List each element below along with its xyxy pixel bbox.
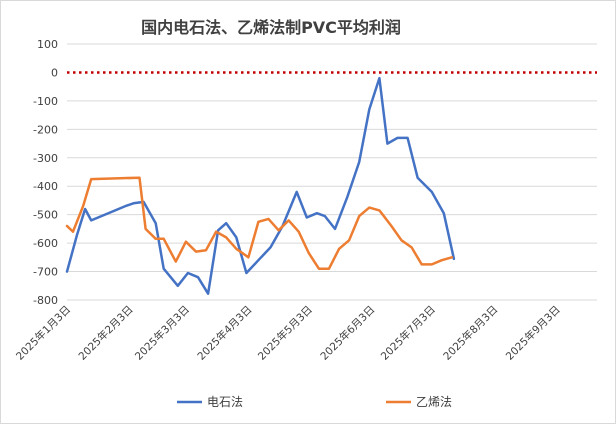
x-tick-label: 2025年3月3日	[132, 303, 192, 363]
series-lines	[65, 76, 456, 295]
series-line-2	[65, 176, 454, 270]
gridlines	[67, 43, 597, 301]
legend-label: 乙烯法	[416, 395, 452, 409]
x-tick-label: 2025年1月3日	[13, 303, 73, 363]
y-tick-label: -400	[33, 180, 58, 193]
y-tick-label: -200	[33, 123, 58, 136]
y-tick-label: -700	[33, 266, 58, 279]
y-tick-label: -300	[33, 152, 58, 165]
chart-title: 国内电石法、乙烯法制PVC平均利润	[141, 18, 401, 37]
y-axis-ticks: 100 0 -100 -200 -300 -400 -500 -600 -700 -800	[33, 38, 58, 307]
x-tick-label: 2025年2月3日	[76, 303, 136, 363]
y-tick-label: -600	[33, 237, 58, 250]
legend-label: 电石法	[207, 395, 243, 409]
y-tick-label: 0	[51, 66, 58, 79]
y-tick-label: -500	[33, 209, 58, 222]
legend: 电石法 乙烯法	[177, 395, 452, 409]
y-tick-label: 100	[37, 38, 58, 51]
y-tick-label: -100	[33, 95, 58, 108]
x-tick-label: 2025年8月3日	[441, 303, 501, 363]
x-tick-label: 2025年7月3日	[378, 303, 438, 363]
x-tick-label: 2025年6月3日	[318, 303, 378, 363]
x-tick-label: 2025年5月3日	[255, 303, 315, 363]
x-tick-label: 2025年9月3日	[503, 303, 563, 363]
x-tick-label: 2025年4月3日	[195, 303, 255, 363]
y-tick-label: -800	[33, 294, 58, 307]
